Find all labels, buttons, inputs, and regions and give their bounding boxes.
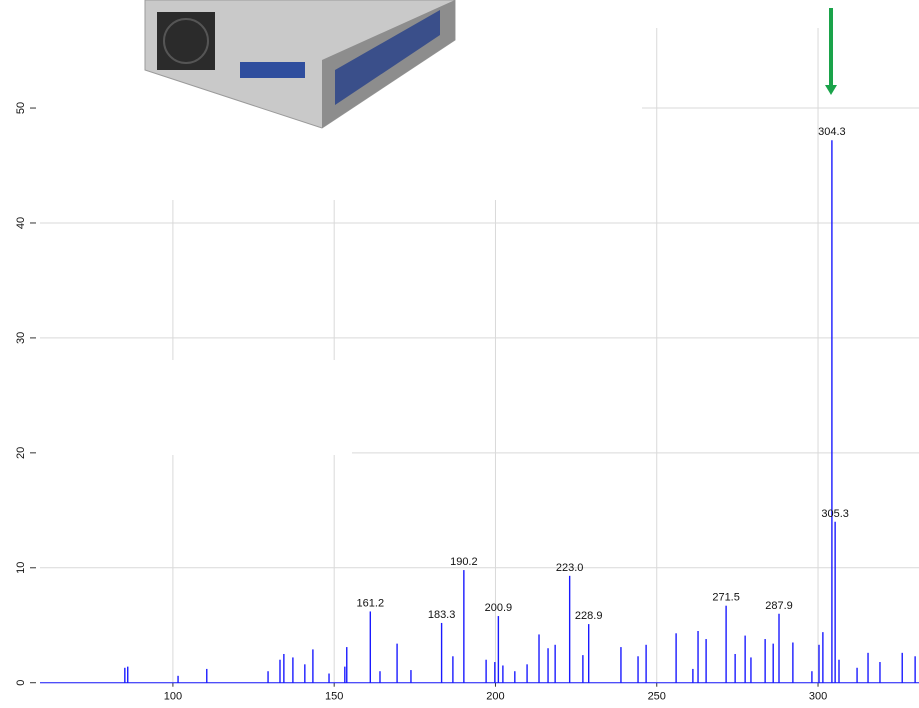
x-tick-label: 200 — [486, 691, 504, 703]
peak-label: 183.3 — [428, 609, 456, 621]
device-fan — [157, 12, 215, 70]
peak-label: 200.9 — [485, 602, 513, 614]
x-tick-label: 300 — [809, 691, 827, 703]
peak-label: 305.3 — [821, 508, 849, 520]
peak-label: 190.2 — [450, 556, 478, 568]
plot: 161.2 183.3 190.2 200.9 223.0 228.9 271.5 287.9… — [124, 126, 916, 683]
peak-label: 287.9 — [765, 600, 793, 612]
device-panel — [335, 10, 440, 105]
peak-label: 271.5 — [712, 592, 740, 604]
x-tick-label: 150 — [325, 691, 343, 703]
peak-label: 161.2 — [357, 597, 385, 609]
y-tick-label: 20 — [15, 447, 27, 459]
x-tick-label: 250 — [648, 691, 666, 703]
y-tick-label: 50 — [15, 102, 27, 114]
peak-label: 304.3 — [818, 126, 846, 138]
peak-label: 228.9 — [575, 610, 603, 622]
device-fan-grill — [163, 18, 209, 64]
arrow — [825, 8, 837, 95]
device-badge — [240, 62, 305, 78]
device-image — [144, 0, 456, 129]
y-tick-label: 40 — [15, 217, 27, 229]
x-tick-label: 100 — [164, 691, 182, 703]
y-tick-label: 30 — [15, 332, 27, 344]
image-backdrop — [0, 360, 352, 455]
arrow-head — [825, 85, 837, 95]
y-tick-label: 10 — [15, 562, 27, 574]
y-tick-label: 0 — [15, 680, 27, 686]
peak-label: 223.0 — [556, 562, 584, 574]
